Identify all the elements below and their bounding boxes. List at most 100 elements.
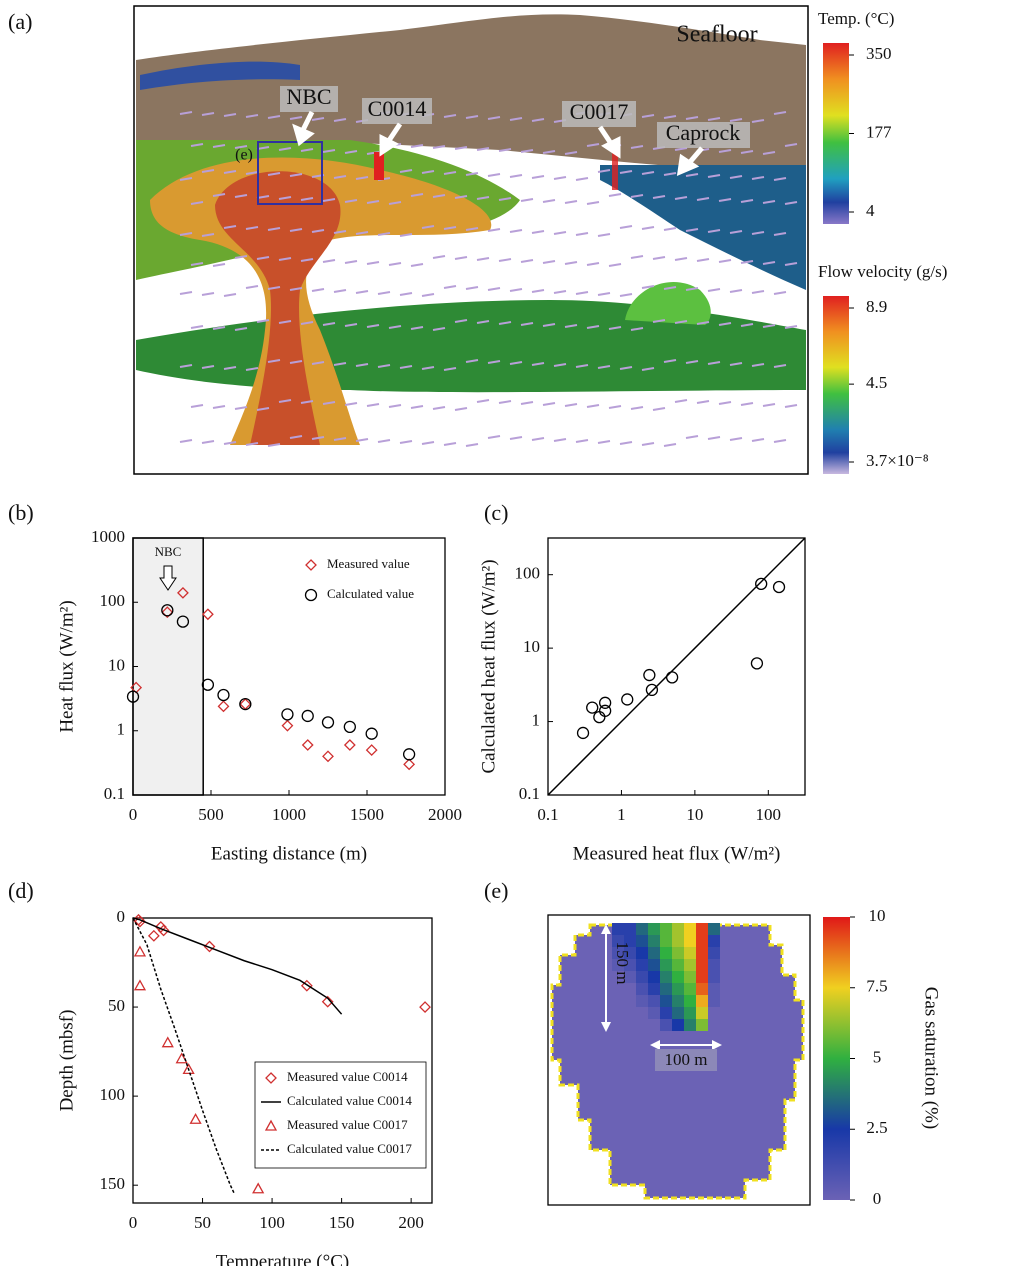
flow-arrow (322, 198, 336, 202)
point (665, 671, 679, 684)
flow-arrow (311, 229, 325, 233)
legend-label: Measured value C0014 (287, 1069, 408, 1084)
heat-cell (612, 923, 624, 935)
flow-arrow (322, 149, 336, 153)
point (203, 940, 216, 953)
x-tick-label: 100 (756, 805, 782, 824)
flow-arrow (256, 256, 270, 260)
heat-cell (648, 947, 660, 959)
heat-cell (636, 947, 648, 959)
flow-arrow (685, 435, 699, 439)
flow-arrow (509, 288, 523, 292)
flow-arrow (718, 401, 732, 405)
arrowhead (601, 1022, 611, 1032)
flow-arrow (476, 399, 490, 403)
heat-cell (672, 983, 684, 995)
point (403, 758, 416, 771)
flow-arrow (443, 226, 457, 230)
layer (625, 281, 711, 325)
heat-cell (624, 1007, 636, 1019)
flow-arrow (300, 321, 314, 325)
flow-arrow (289, 435, 303, 439)
flow-arrow (421, 170, 435, 174)
heat-cell (624, 995, 636, 1007)
flow-arrow (784, 143, 798, 147)
flow-arrow (212, 263, 226, 267)
scene-label: (e) (235, 147, 253, 164)
flow-arrow (179, 111, 193, 115)
flow-arrow (245, 442, 259, 446)
colorbar-tick-label: 8.9 (866, 297, 887, 316)
flow-arrow (641, 226, 655, 230)
flow-arrow (696, 258, 710, 262)
label-box (362, 98, 432, 124)
flow-arrow (245, 367, 259, 371)
flow-arrow (289, 173, 303, 177)
flow-arrow (663, 359, 677, 363)
flow-arrow (333, 289, 347, 293)
line (132, 917, 343, 1015)
flow-arrow (212, 144, 226, 148)
flow-arrow (597, 292, 611, 296)
flow-arrow (773, 232, 787, 236)
flow-arrow (773, 111, 787, 115)
heat-cell (660, 947, 672, 959)
flow-arrow (762, 151, 776, 155)
flow-arrow (630, 327, 644, 331)
point (365, 744, 378, 757)
flow-arrow (663, 115, 677, 119)
heat-cell (636, 923, 648, 935)
flow-arrow (619, 170, 633, 174)
heat-cell (684, 935, 696, 947)
flow-arrow (685, 116, 699, 120)
flow-arrow (630, 406, 644, 410)
flow-arrow (465, 172, 479, 176)
point (281, 708, 294, 721)
x-tick-label: 0 (129, 805, 138, 824)
flow-arrow (751, 363, 765, 367)
flow-arrow (718, 198, 732, 202)
flow-arrow (322, 259, 336, 263)
flow-arrow (586, 201, 600, 205)
x-tick-label: 0 (129, 1213, 138, 1232)
flow-arrow (498, 197, 512, 201)
flow-arrow (179, 291, 193, 295)
heat-cell (684, 995, 696, 1007)
flow-arrow (542, 199, 556, 203)
flow-arrow (487, 435, 501, 439)
heat-cell (624, 1019, 636, 1031)
y-tick-label: 100 (100, 1085, 126, 1104)
heat-cell (696, 971, 708, 983)
flow-arrow (652, 319, 666, 323)
flow-arrow (443, 114, 457, 118)
flow-arrow (201, 440, 215, 444)
flow-arrow (608, 326, 622, 330)
point (177, 586, 189, 599)
heat-cell (684, 947, 696, 959)
flow-arrow (212, 405, 226, 409)
flow-arrow (663, 227, 677, 231)
point (161, 1036, 174, 1048)
point (301, 709, 314, 723)
flow-arrow (564, 151, 578, 155)
flow-arrow (586, 404, 600, 408)
colorbar (823, 296, 849, 474)
point (301, 739, 314, 751)
x-tick-label: 2000 (428, 805, 462, 824)
colorbar-tick-label: 4 (866, 201, 875, 220)
legend-swatch (265, 1072, 277, 1084)
flow-arrow (542, 260, 556, 264)
flow-arrow (311, 117, 325, 121)
flow-arrow (751, 231, 765, 235)
flow-arrow (201, 292, 215, 296)
point (598, 696, 612, 709)
flow-arrow (773, 439, 787, 443)
point (176, 615, 190, 628)
x-axis-label: Measured heat flux (W/m²) (573, 843, 781, 864)
flow-arrow (762, 324, 776, 328)
flow-arrow (201, 233, 215, 237)
point (593, 710, 606, 724)
x-axis-label: Easting distance (m) (211, 843, 367, 864)
heat-cell (636, 959, 648, 971)
borehole (374, 152, 384, 180)
